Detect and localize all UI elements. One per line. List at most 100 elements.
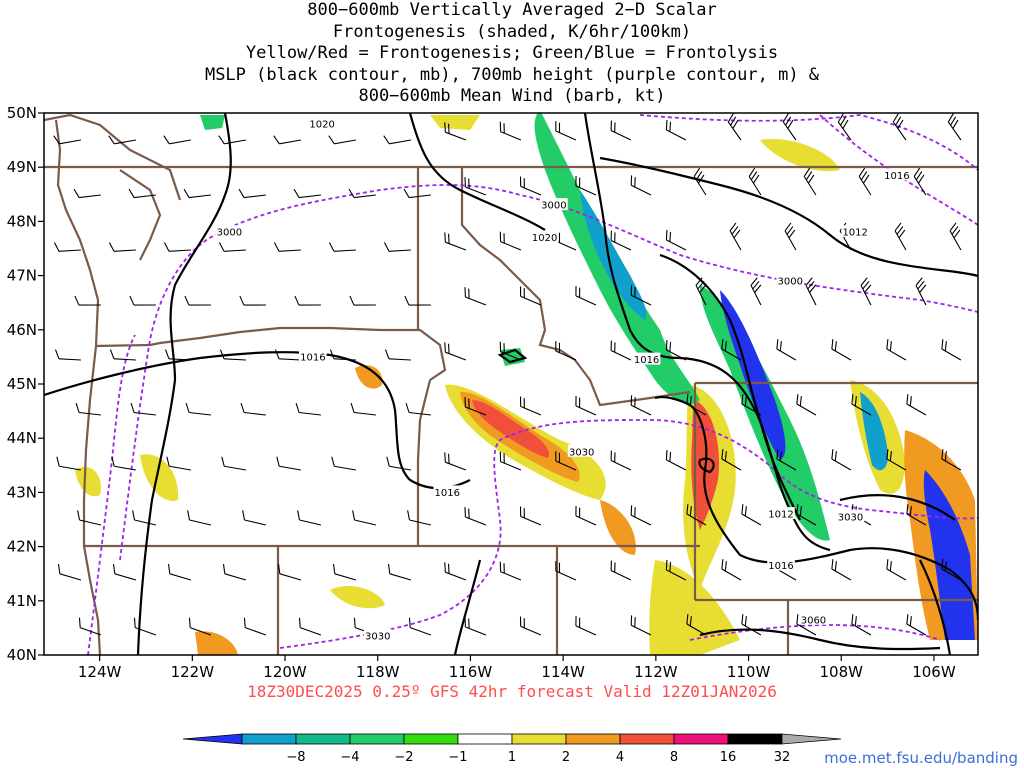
wind-barb bbox=[53, 242, 81, 252]
wind-barb bbox=[242, 510, 267, 526]
wind-barb bbox=[499, 121, 522, 141]
wind-barb bbox=[108, 135, 137, 145]
wind-barb bbox=[886, 449, 907, 471]
wind-barb bbox=[238, 188, 266, 199]
wind-barb bbox=[892, 113, 907, 141]
colorbar-right-arrow bbox=[781, 733, 842, 745]
wind-barb bbox=[386, 456, 412, 471]
wind-barb bbox=[610, 450, 632, 471]
wind-barb bbox=[464, 287, 487, 306]
map-panel: 1020 1020 1016 1012 1016 1016 1016 1012 1016 3000… bbox=[7, 104, 979, 680]
colorbar-box bbox=[727, 733, 783, 745]
wind-barb bbox=[630, 395, 652, 416]
colorbar-box bbox=[565, 733, 621, 745]
wind-barb bbox=[183, 188, 211, 199]
mslp-label-bg bbox=[841, 225, 869, 238]
wind-barb bbox=[405, 402, 431, 416]
wind-barb bbox=[665, 120, 687, 141]
wind-barb bbox=[915, 277, 927, 306]
title-line-4: MSLP (black contour, mb), 700mb height (… bbox=[204, 64, 820, 85]
wind-barb bbox=[610, 120, 632, 141]
map-axes: 50N 49N 48N 47N 46N 45N 44N 43N 42N 41N 40N 124W 122… bbox=[7, 104, 956, 680]
wind-barb bbox=[332, 563, 357, 581]
wind-barb bbox=[741, 394, 762, 416]
wind-barb bbox=[858, 167, 872, 196]
mslp-label: 1016 bbox=[884, 171, 909, 182]
wind-barb bbox=[293, 188, 321, 199]
wind-barb bbox=[57, 563, 82, 581]
wind-barb bbox=[831, 449, 852, 471]
wind-barb bbox=[444, 232, 467, 251]
wind-barb bbox=[776, 449, 797, 471]
wind-barb bbox=[218, 135, 247, 145]
wind-barb bbox=[185, 402, 211, 416]
wind-barb bbox=[111, 456, 137, 471]
wind-barb bbox=[387, 563, 412, 581]
wind-barb bbox=[383, 135, 412, 145]
wind-barb bbox=[403, 188, 431, 199]
wind-barb bbox=[56, 456, 82, 471]
lat-label: 43N bbox=[7, 483, 37, 501]
colorbar-box bbox=[349, 733, 405, 745]
wind-barb bbox=[630, 505, 652, 526]
wind-barb bbox=[519, 506, 542, 526]
mslp-label-bg bbox=[308, 116, 336, 129]
title-line-2: Frontogenesis (shaded, K/6hr/100km) bbox=[332, 21, 692, 42]
mslp-label: 1020 bbox=[532, 233, 557, 244]
wind-barb bbox=[665, 230, 687, 251]
wind-barb bbox=[499, 341, 522, 361]
colorbar-level-label: −4 bbox=[340, 750, 359, 765]
height700-label: 3030 bbox=[365, 632, 390, 643]
wind-barb bbox=[575, 285, 597, 306]
pacific-coastline bbox=[54, 119, 102, 655]
wind-barb bbox=[519, 396, 542, 416]
wind-barb bbox=[407, 510, 432, 526]
wind-barb bbox=[298, 617, 322, 636]
wind-barb bbox=[665, 450, 687, 471]
lat-label: 50N bbox=[7, 104, 37, 122]
wind-barb bbox=[444, 122, 467, 141]
wind-barb bbox=[499, 231, 522, 251]
colorbar-labels: −8 −4 −2 −1 1 2 4 8 16 32 bbox=[286, 750, 790, 765]
wind-barb bbox=[831, 559, 852, 581]
lat-label: 41N bbox=[7, 592, 37, 610]
lat-label: 49N bbox=[7, 158, 37, 176]
wind-barb bbox=[222, 563, 247, 581]
wind-barb bbox=[727, 113, 742, 141]
wind-barb bbox=[444, 452, 467, 471]
colorbar-level-label: −2 bbox=[394, 750, 413, 765]
wind-barb bbox=[630, 175, 652, 196]
wind-barb bbox=[782, 113, 797, 141]
mslp-label: 1020 bbox=[309, 119, 334, 130]
height700-label-bg bbox=[215, 225, 244, 238]
height700-label: 3000 bbox=[541, 201, 566, 212]
lon-label: 110W bbox=[727, 663, 771, 680]
wind-barb bbox=[277, 563, 302, 581]
title-line-3: Yellow/Red = Frontogenesis; Green/Blue =… bbox=[245, 43, 779, 64]
wind-barb bbox=[132, 510, 157, 526]
mslp-label-bg bbox=[632, 352, 661, 365]
height700-label: 3030 bbox=[838, 512, 863, 523]
wind-barb bbox=[519, 176, 542, 196]
wind-barb bbox=[53, 135, 82, 145]
wind-barb bbox=[610, 560, 632, 581]
wind-barb bbox=[187, 510, 212, 526]
wind-barb bbox=[610, 230, 632, 251]
wind-barb bbox=[328, 242, 356, 252]
colorbar-box bbox=[457, 733, 513, 745]
wind-barb bbox=[894, 222, 907, 251]
mslp-label: 1016 bbox=[300, 352, 325, 363]
wind-barb bbox=[837, 113, 852, 141]
mslp-label-bg bbox=[883, 168, 911, 181]
wind-barb bbox=[54, 349, 81, 361]
colorbar-level-label: 2 bbox=[562, 750, 570, 765]
wind-barb bbox=[519, 616, 542, 636]
wind-barb bbox=[166, 456, 192, 471]
wind-barb bbox=[274, 349, 301, 361]
wind-barb bbox=[695, 277, 707, 306]
wind-barb bbox=[348, 188, 376, 199]
wind-barb bbox=[184, 295, 211, 306]
wind-barb bbox=[575, 615, 597, 636]
credit-url[interactable]: moe.met.fsu.edu/banding bbox=[824, 749, 1018, 767]
wind-barb bbox=[294, 295, 321, 306]
